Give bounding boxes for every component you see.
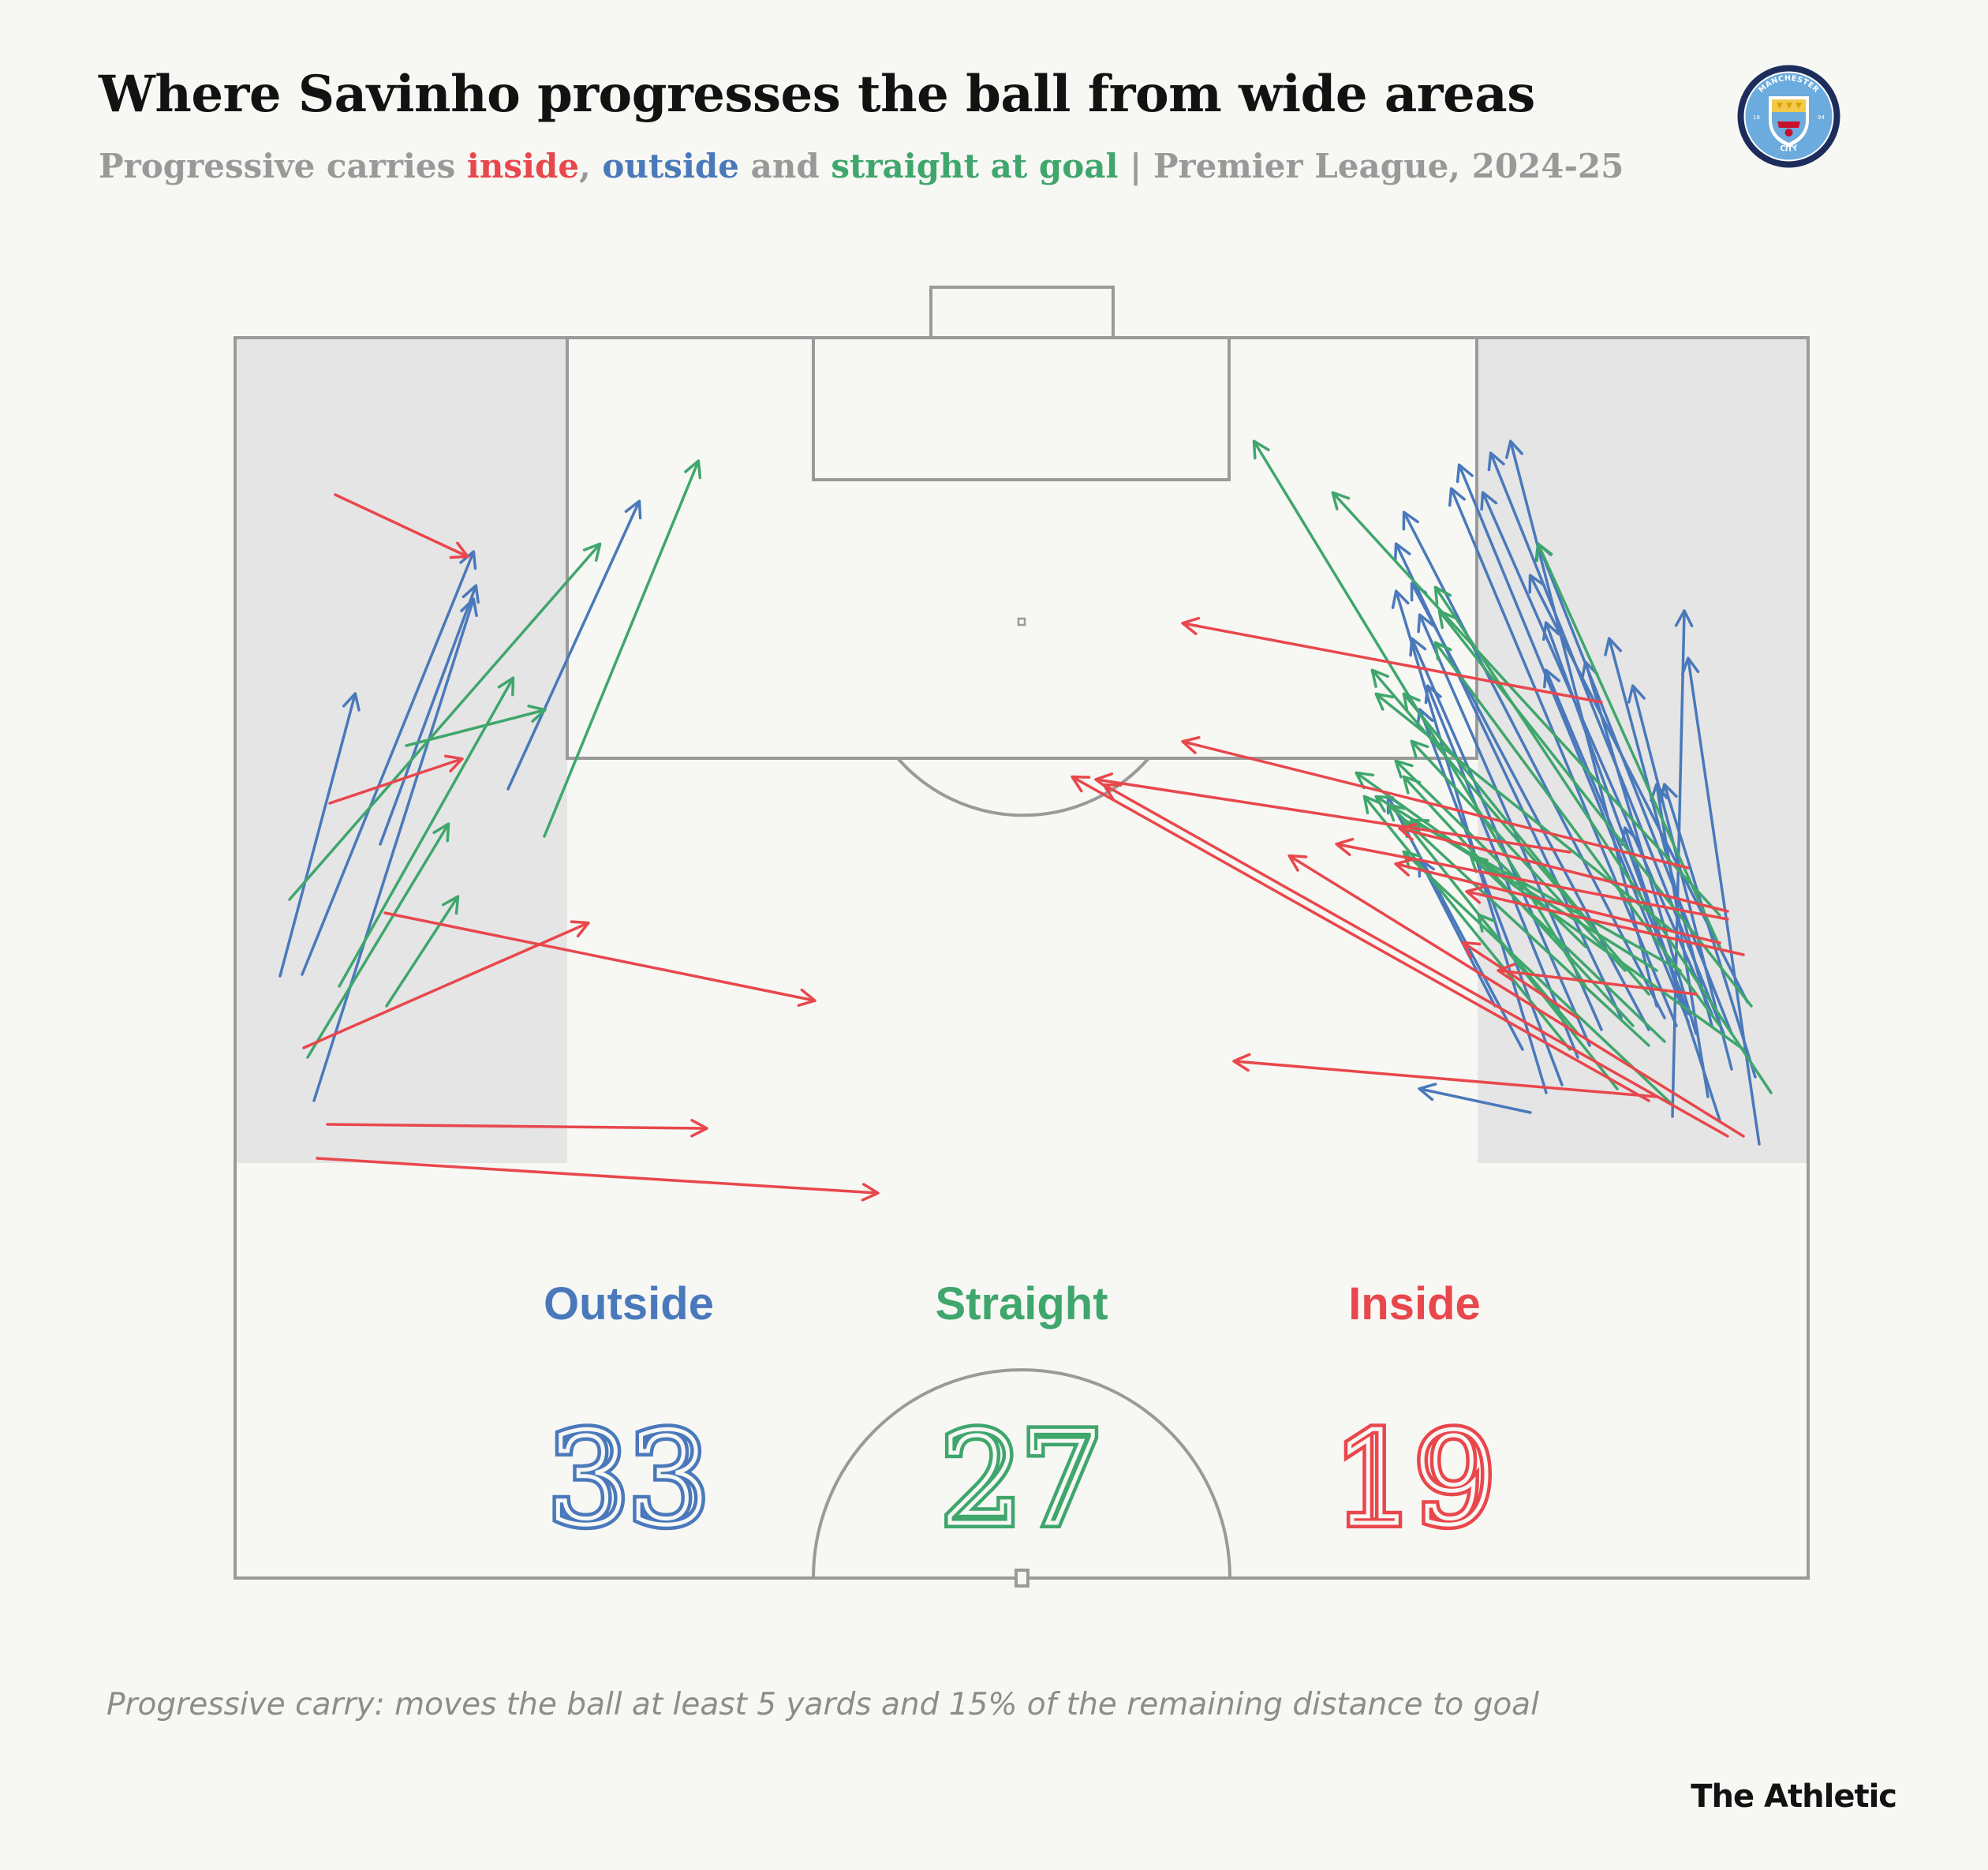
publisher-logo: The Athletic bbox=[1691, 1778, 1897, 1815]
straight-carry-arrow-3 bbox=[338, 676, 515, 988]
inside-carry-arrow-11 bbox=[1287, 854, 1745, 1138]
straight-carry-arrow-5 bbox=[405, 705, 547, 747]
six-yard-box bbox=[812, 336, 1231, 481]
summary-value-straight-inline: 27 bbox=[941, 1405, 1102, 1553]
svg-text:CITY: CITY bbox=[1779, 144, 1799, 154]
inside-carry-arrow-2 bbox=[328, 754, 464, 805]
outside-carry-arrow-18 bbox=[1456, 463, 1690, 1023]
straight-carry-arrow-14 bbox=[1374, 692, 1674, 933]
summary-outside: Outside 33 33 bbox=[543, 1278, 715, 1558]
crest-year-right: 94 bbox=[1818, 114, 1825, 121]
summary-label-straight: Straight bbox=[935, 1278, 1108, 1330]
straight-carry-arrow-11 bbox=[1437, 609, 1753, 1008]
penalty-box bbox=[566, 336, 1478, 760]
subtitle-straight: straight at goal bbox=[831, 147, 1119, 185]
outside-carry-arrow-1 bbox=[278, 692, 361, 978]
subtitle-comma: , bbox=[579, 147, 603, 185]
centre-spot bbox=[1015, 1569, 1030, 1588]
inside-carry-arrow-6 bbox=[316, 1157, 880, 1202]
straight-carry-arrow-22 bbox=[1386, 802, 1650, 1047]
summary-inside: Inside 19 19 bbox=[1328, 1278, 1500, 1558]
straight-carry-arrow-16 bbox=[1410, 739, 1627, 972]
inside-carry-arrow-19 bbox=[1497, 963, 1698, 996]
summary-value-outside: 33 bbox=[548, 1405, 709, 1553]
subtitle-outside: outside bbox=[602, 147, 739, 185]
outside-carry-arrow-20 bbox=[1487, 451, 1725, 1035]
outside-carry-arrow-4 bbox=[379, 584, 480, 846]
summary-label-outside: Outside bbox=[544, 1278, 714, 1330]
inside-carry-arrow-17 bbox=[1465, 885, 1745, 956]
inside-carry-arrow-15 bbox=[1398, 822, 1729, 913]
centre-circle bbox=[812, 1368, 1231, 1579]
straight-carry-arrow-10 bbox=[1433, 585, 1773, 1094]
outside-carry-arrow-8 bbox=[1418, 858, 1497, 1008]
outside-carry-arrow-32 bbox=[1671, 609, 1694, 1118]
inside-carry-arrow-14 bbox=[1335, 837, 1729, 921]
outside-carries bbox=[278, 439, 1761, 1146]
subtitle-suffix: | Premier League, 2024-25 bbox=[1118, 147, 1624, 185]
inside-carry-arrow-13 bbox=[1071, 775, 1650, 1102]
outside-carry-arrow-5 bbox=[506, 499, 642, 791]
penalty-spot bbox=[1017, 617, 1026, 626]
straight-carry-arrow-4 bbox=[385, 895, 460, 1008]
summary-straight: Straight 27 27 bbox=[935, 1278, 1108, 1558]
straight-carry-arrow-1 bbox=[288, 542, 602, 901]
inside-carry-arrow-12 bbox=[1102, 783, 1729, 1138]
summary-value-straight: 27 bbox=[941, 1405, 1102, 1553]
straight-carry-arrow-25 bbox=[1402, 850, 1674, 1106]
summary-value-inside: 19 bbox=[1334, 1405, 1495, 1553]
chart-title: Where Savinho progresses the ball from w… bbox=[99, 65, 1535, 124]
outside-carry-arrow-3 bbox=[312, 597, 478, 1102]
chart-subtitle: Progressive carries inside, outside and … bbox=[99, 147, 1624, 185]
subtitle-inside: inside bbox=[466, 147, 580, 185]
inside-carry-arrow-18 bbox=[1461, 941, 1579, 1019]
summary-value-outside-inline: 33 bbox=[548, 1405, 709, 1553]
subtitle-prefix: Progressive carries bbox=[99, 147, 467, 185]
straight-carry-arrow-15 bbox=[1402, 692, 1607, 944]
inside-carry-arrow-7 bbox=[1181, 616, 1603, 704]
straight-carry-arrow-9 bbox=[1535, 542, 1721, 948]
straight-carry-arrow-12 bbox=[1433, 641, 1721, 1027]
club-crest-icon: MANCHESTER CITY 18 94 bbox=[1737, 65, 1840, 168]
inside-carry-arrow-4 bbox=[383, 911, 816, 1007]
straight-carry-arrow-6 bbox=[543, 459, 702, 838]
inside-carry-arrow-5 bbox=[326, 1119, 708, 1138]
summary-value-inside-inline: 19 bbox=[1334, 1405, 1495, 1553]
inside-carry-arrow-9 bbox=[1094, 772, 1571, 854]
outside-carry-arrow-2 bbox=[301, 550, 477, 976]
inside-carry-arrow-8 bbox=[1181, 735, 1690, 870]
outside-carry-arrow-23 bbox=[1534, 542, 1733, 1035]
outside-carry-arrow-27 bbox=[1604, 637, 1713, 1027]
summary-label-inside: Inside bbox=[1348, 1278, 1481, 1330]
outside-carry-arrow-6 bbox=[1418, 1083, 1532, 1114]
outside-carry-arrow-19 bbox=[1480, 491, 1713, 1015]
outside-carry-arrow-28 bbox=[1627, 684, 1733, 1071]
straight-carry-arrow-8 bbox=[1331, 491, 1721, 917]
straight-carry-arrow-2 bbox=[306, 822, 450, 1059]
inside-carry-arrow-16 bbox=[1394, 858, 1721, 944]
goal bbox=[929, 286, 1115, 339]
inside-carry-arrow-1 bbox=[334, 493, 469, 559]
outside-carry-arrow-26 bbox=[1580, 660, 1698, 1035]
crest-year-left: 18 bbox=[1753, 114, 1760, 121]
outside-carry-arrow-33 bbox=[1680, 656, 1761, 1146]
straight-carry-arrow-17 bbox=[1394, 759, 1587, 948]
inside-carry-arrow-10 bbox=[1232, 1053, 1658, 1098]
straight-carry-arrow-27 bbox=[1469, 854, 1666, 1043]
subtitle-and: and bbox=[739, 147, 831, 185]
footnote: Progressive carry: moves the ball at lea… bbox=[106, 1687, 1539, 1722]
left-wide-zone bbox=[236, 338, 567, 1163]
inside-carries bbox=[302, 493, 1745, 1202]
penalty-arc bbox=[896, 757, 1150, 817]
straight-carries bbox=[288, 439, 1773, 1106]
crest-text-bottom: CITY bbox=[1779, 144, 1799, 154]
